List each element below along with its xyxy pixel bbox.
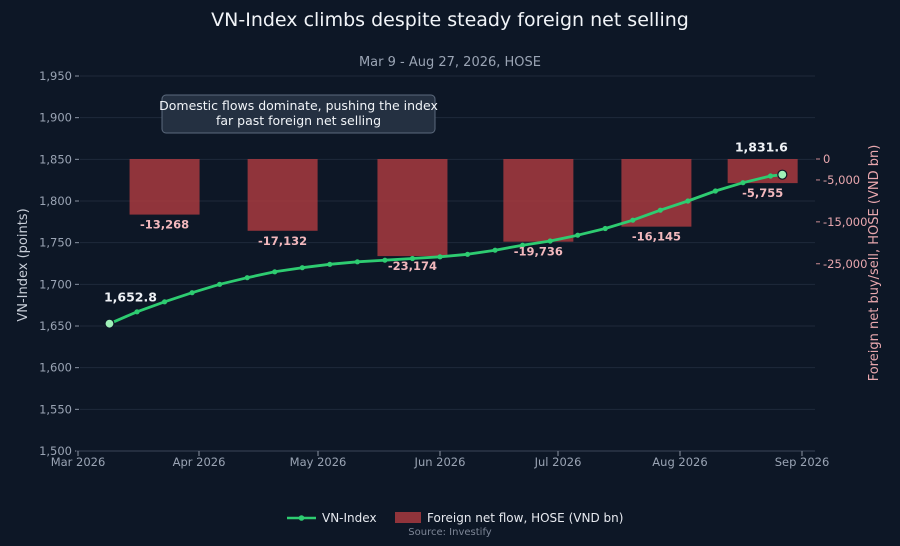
chart-subtitle: Mar 9 - Aug 27, 2026, HOSE [359, 55, 541, 70]
y-tick-label: 1,650 [39, 319, 72, 333]
vn-index-point [409, 255, 416, 262]
y2-tick-label: -5,000 [823, 173, 860, 187]
legend: VN-Index Foreign net flow, HOSE (VND bn) [287, 511, 623, 525]
annotation-background [161, 94, 436, 134]
y2-tick-label: 0 [823, 152, 830, 166]
vn-index-point [685, 198, 691, 204]
annotation-box: Domestic flows dominate, pushing the ind… [159, 94, 438, 134]
legend-line-marker [298, 515, 305, 521]
legend-line-label: VN-Index [322, 511, 377, 525]
y2-tick-label: -25,000 [823, 257, 867, 271]
vn-index-point [492, 247, 498, 253]
bar-value-label: -23,174 [388, 259, 437, 273]
vn-index-start-marker [104, 318, 115, 329]
bar-value-label: -17,132 [258, 234, 307, 248]
x-tick-label: Mar 2026 [51, 455, 106, 469]
vn-index-point [354, 259, 360, 265]
y-tick-label: 1,750 [39, 236, 72, 250]
x-tick-label: Jul 2026 [534, 455, 582, 469]
vn-index-point [189, 290, 195, 296]
vn-index-end-marker [777, 169, 788, 180]
x-tick-label: Jun 2026 [414, 455, 466, 469]
vn-index-point [161, 299, 168, 305]
grid-layer [80, 75, 815, 452]
bar-layer [129, 159, 798, 257]
bar-value-label: -19,736 [514, 245, 563, 259]
source-note: Source: Investify [408, 527, 492, 538]
vn-index-line [108, 173, 784, 326]
vn-index-point [327, 261, 333, 267]
vn-index-point [547, 238, 553, 244]
vn-index-point [134, 309, 140, 315]
vn-index-point [602, 225, 608, 232]
vn-index-point [244, 275, 250, 281]
vn-index-point [437, 254, 443, 260]
start-value-label: 1,652.8 [104, 290, 157, 305]
x-tick-label: Apr 2026 [173, 455, 226, 469]
foreign-flow-bar [129, 159, 200, 215]
y-tick-label: 1,550 [39, 402, 72, 416]
x-tick-label: Aug 2026 [652, 455, 707, 469]
bar-value-label: -13,268 [140, 218, 189, 232]
y-axis-label: VN-Index (points) [16, 208, 31, 321]
vn-index-point [740, 180, 746, 186]
y-tick-label: 1,600 [39, 361, 72, 375]
vn-index-point [767, 173, 774, 179]
legend-bar-swatch [395, 512, 421, 523]
vn-index-point [382, 257, 388, 263]
bar-value-label: -5,755 [742, 186, 783, 200]
vn-index-point [464, 251, 471, 257]
foreign-flow-bar [377, 159, 448, 257]
y2-axis-label: Foreign net buy/sell, HOSE (VND bn) [867, 145, 882, 382]
annotation-line-2: far past foreign net selling [216, 113, 381, 128]
vn-index-point [712, 188, 719, 194]
vn-index-point [272, 269, 278, 275]
vn-index-point [299, 265, 305, 271]
y-tick-label: 1,800 [39, 194, 72, 208]
end-value-label: 1,831.6 [735, 140, 788, 155]
annotation-line-1: Domestic flows dominate, pushing the ind… [159, 98, 438, 113]
foreign-flow-bar [727, 159, 798, 184]
y2-tick-label: -15,000 [823, 215, 867, 229]
axis-layer: 1,500 1,550 1,600 1,650 1,700 1,750 1,800 1,850… [39, 69, 867, 469]
chart-title: VN-Index climbs despite steady foreign n… [211, 9, 689, 31]
vn-index-point [657, 207, 663, 213]
x-tick-label: May 2026 [290, 455, 347, 469]
vn-index-point [630, 217, 636, 223]
y-tick-label: 1,500 [39, 444, 72, 458]
foreign-flow-bar [247, 159, 318, 231]
y-tick-label: 1,900 [39, 111, 72, 125]
foreign-flow-bar [621, 159, 692, 227]
vn-index-point [575, 232, 581, 238]
y-tick-label: 1,700 [39, 277, 72, 291]
vn-index-point [217, 281, 223, 287]
bar-value-label: -16,145 [632, 230, 681, 244]
vn-index-point [520, 242, 526, 248]
y-tick-label: 1,850 [39, 152, 72, 166]
y-tick-label: 1,950 [39, 69, 72, 83]
legend-bar-label: Foreign net flow, HOSE (VND bn) [427, 511, 623, 525]
line-layer [104, 169, 788, 329]
foreign-flow-bar [503, 159, 574, 242]
x-tick-label: Sep 2026 [775, 455, 830, 469]
label-layer: -13,268 -17,132 -23,174 -19,736 -16,145 -5,75… [104, 140, 788, 305]
